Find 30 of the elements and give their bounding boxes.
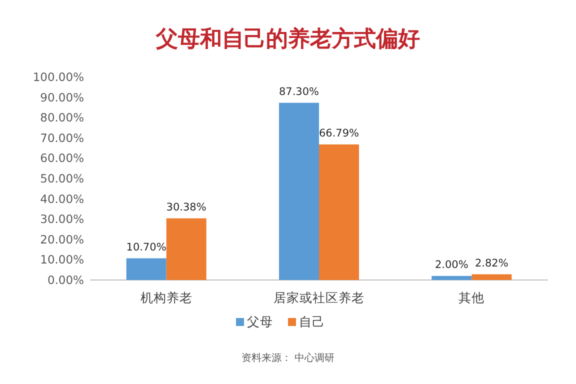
chart-title: 父母和自己的养老方式偏好 <box>155 26 420 52</box>
data-label: 30.38% <box>166 201 206 214</box>
y-tick-label: 40.00% <box>40 192 84 206</box>
data-label: 2.82% <box>474 257 508 270</box>
y-tick-label: 0.00% <box>47 273 84 287</box>
data-label: 2.00% <box>434 258 468 271</box>
x-tick-label: 机构养老 <box>140 290 192 305</box>
y-tick-label: 70.00% <box>40 130 84 145</box>
y-tick-label: 10.00% <box>40 252 84 267</box>
y-tick-label: 50.00% <box>40 172 84 186</box>
x-tick-label: 其他 <box>458 290 485 305</box>
bar <box>126 258 166 280</box>
y-tick-label: 80.00% <box>40 110 84 125</box>
y-tick-label: 20.00% <box>40 232 84 246</box>
y-tick-label: 60.00% <box>40 151 84 166</box>
x-tick-label: 居家或社区养老 <box>274 290 364 305</box>
data-label: 87.30% <box>278 86 320 98</box>
y-tick-label: 100.00% <box>32 70 84 84</box>
bar <box>319 144 359 280</box>
bar <box>432 276 472 280</box>
legend-label: 自己 <box>299 314 325 329</box>
bar <box>472 274 512 280</box>
text: 资料来源： 中心调研 <box>241 352 335 364</box>
y-tick-label: 90.00% <box>40 90 84 104</box>
bar <box>279 102 319 280</box>
legend-label: 父母 <box>247 314 273 329</box>
bar <box>166 218 206 280</box>
y-tick-label: 30.00% <box>40 212 84 226</box>
data-label: 10.70% <box>126 241 166 254</box>
data-label: 66.79% <box>318 127 360 140</box>
